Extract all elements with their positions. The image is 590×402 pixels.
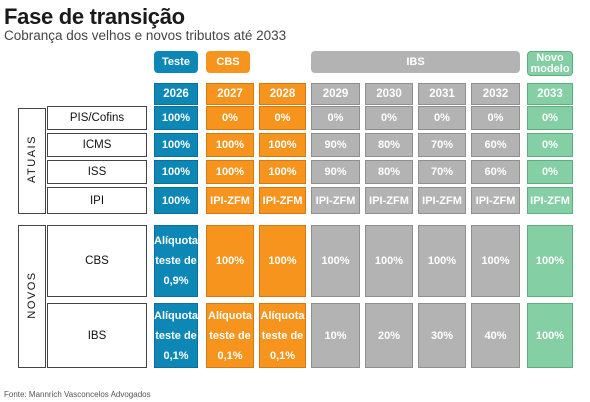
cell-ipi-2029: IPI-ZFM: [311, 187, 360, 214]
cell-icms-2026: 100%: [154, 133, 198, 157]
phase-header-cbs: CBS: [206, 51, 250, 73]
cell-cbs-2031: 100%: [418, 225, 466, 297]
cell-ibs-2029: 10%: [311, 303, 360, 368]
group-atuais-label: ATUAIS: [26, 135, 38, 183]
year-2031: 2031: [418, 83, 466, 105]
phase-header-novo-modelo: Novo modelo: [527, 51, 573, 76]
group-novos-label: NOVOS: [26, 271, 38, 319]
cell-cbs-2029: 100%: [311, 225, 360, 297]
cell-cbs-2033: 100%: [527, 225, 573, 297]
row-label-ipi: IPI: [47, 187, 147, 214]
cell-iss-2031: 70%: [418, 160, 466, 184]
cell-icms-2032: 60%: [471, 133, 520, 157]
year-2027: 2027: [206, 83, 254, 105]
cell-iss-2027: 100%: [206, 160, 254, 184]
phase-header-teste: Teste: [154, 51, 198, 73]
cell-pis-cofins-2030: 0%: [365, 106, 413, 130]
cell-ibs-2028: Alíquota teste de 0,1%: [259, 303, 306, 368]
cell-icms-2027: 100%: [206, 133, 254, 157]
source-note: Fonte: Mannrich Vasconcelos Advogados: [4, 390, 151, 399]
cell-pis-cofins-2029: 0%: [311, 106, 360, 130]
cell-pis-cofins-2032: 0%: [471, 106, 520, 130]
cell-cbs-2030: 100%: [365, 225, 413, 297]
cell-ipi-2028: IPI-ZFM: [259, 187, 306, 214]
row-label-pis-cofins: PIS/Cofins: [47, 106, 147, 130]
cell-iss-2029: 90%: [311, 160, 360, 184]
cell-pis-cofins-2031: 0%: [418, 106, 466, 130]
row-label-ibs: IBS: [47, 303, 147, 368]
cell-pis-cofins-2027: 0%: [206, 106, 254, 130]
group-novos: [18, 225, 46, 368]
cell-iss-2028: 100%: [259, 160, 306, 184]
cell-ipi-2032: IPI-ZFM: [471, 187, 520, 214]
year-2030: 2030: [365, 83, 413, 105]
year-2029: 2029: [311, 83, 360, 105]
year-2028: 2028: [259, 83, 306, 105]
cell-iss-2032: 60%: [471, 160, 520, 184]
cell-icms-2028: 100%: [259, 133, 306, 157]
row-label-iss: ISS: [47, 160, 147, 184]
chart-subtitle: Cobrança dos velhos e novos tributos até…: [4, 28, 287, 43]
cell-iss-2030: 80%: [365, 160, 413, 184]
year-2032: 2032: [471, 83, 520, 105]
cell-ipi-2033: IPI-ZFM: [527, 187, 573, 214]
cell-cbs-2032: 100%: [471, 225, 520, 297]
cell-icms-2031: 70%: [418, 133, 466, 157]
cell-ipi-2026: 100%: [154, 187, 198, 214]
year-2026: 2026: [154, 83, 198, 105]
cell-cbs-2028: 100%: [259, 225, 306, 297]
group-atuais: [18, 108, 46, 214]
row-label-icms: ICMS: [47, 133, 147, 157]
cell-icms-2030: 80%: [365, 133, 413, 157]
cell-cbs-2026: Alíquota teste de 0,9%: [154, 225, 198, 297]
cell-ibs-2032: 40%: [471, 303, 520, 368]
cell-ibs-2027: Alíquota teste de 0,1%: [206, 303, 254, 368]
phase-header-ibs: IBS: [311, 51, 520, 73]
year-2033: 2033: [527, 83, 573, 105]
cell-ipi-2030: IPI-ZFM: [365, 187, 413, 214]
cell-ibs-2033: 100%: [527, 303, 573, 368]
cell-ibs-2030: 20%: [365, 303, 413, 368]
cell-ibs-2031: 30%: [418, 303, 466, 368]
cell-iss-2026: 100%: [154, 160, 198, 184]
cell-icms-2033: 0%: [527, 133, 573, 157]
chart-title: Fase de transição: [4, 4, 185, 29]
cell-pis-cofins-2026: 100%: [154, 106, 198, 130]
cell-icms-2029: 90%: [311, 133, 360, 157]
cell-ibs-2026: Alíquota teste de 0,1%: [154, 303, 198, 368]
cell-cbs-2027: 100%: [206, 225, 254, 297]
cell-pis-cofins-2033: 0%: [527, 106, 573, 130]
cell-iss-2033: 0%: [527, 160, 573, 184]
cell-ipi-2031: IPI-ZFM: [418, 187, 466, 214]
cell-ipi-2027: IPI-ZFM: [206, 187, 254, 214]
cell-pis-cofins-2028: 0%: [259, 106, 306, 130]
row-label-cbs: CBS: [47, 225, 147, 297]
